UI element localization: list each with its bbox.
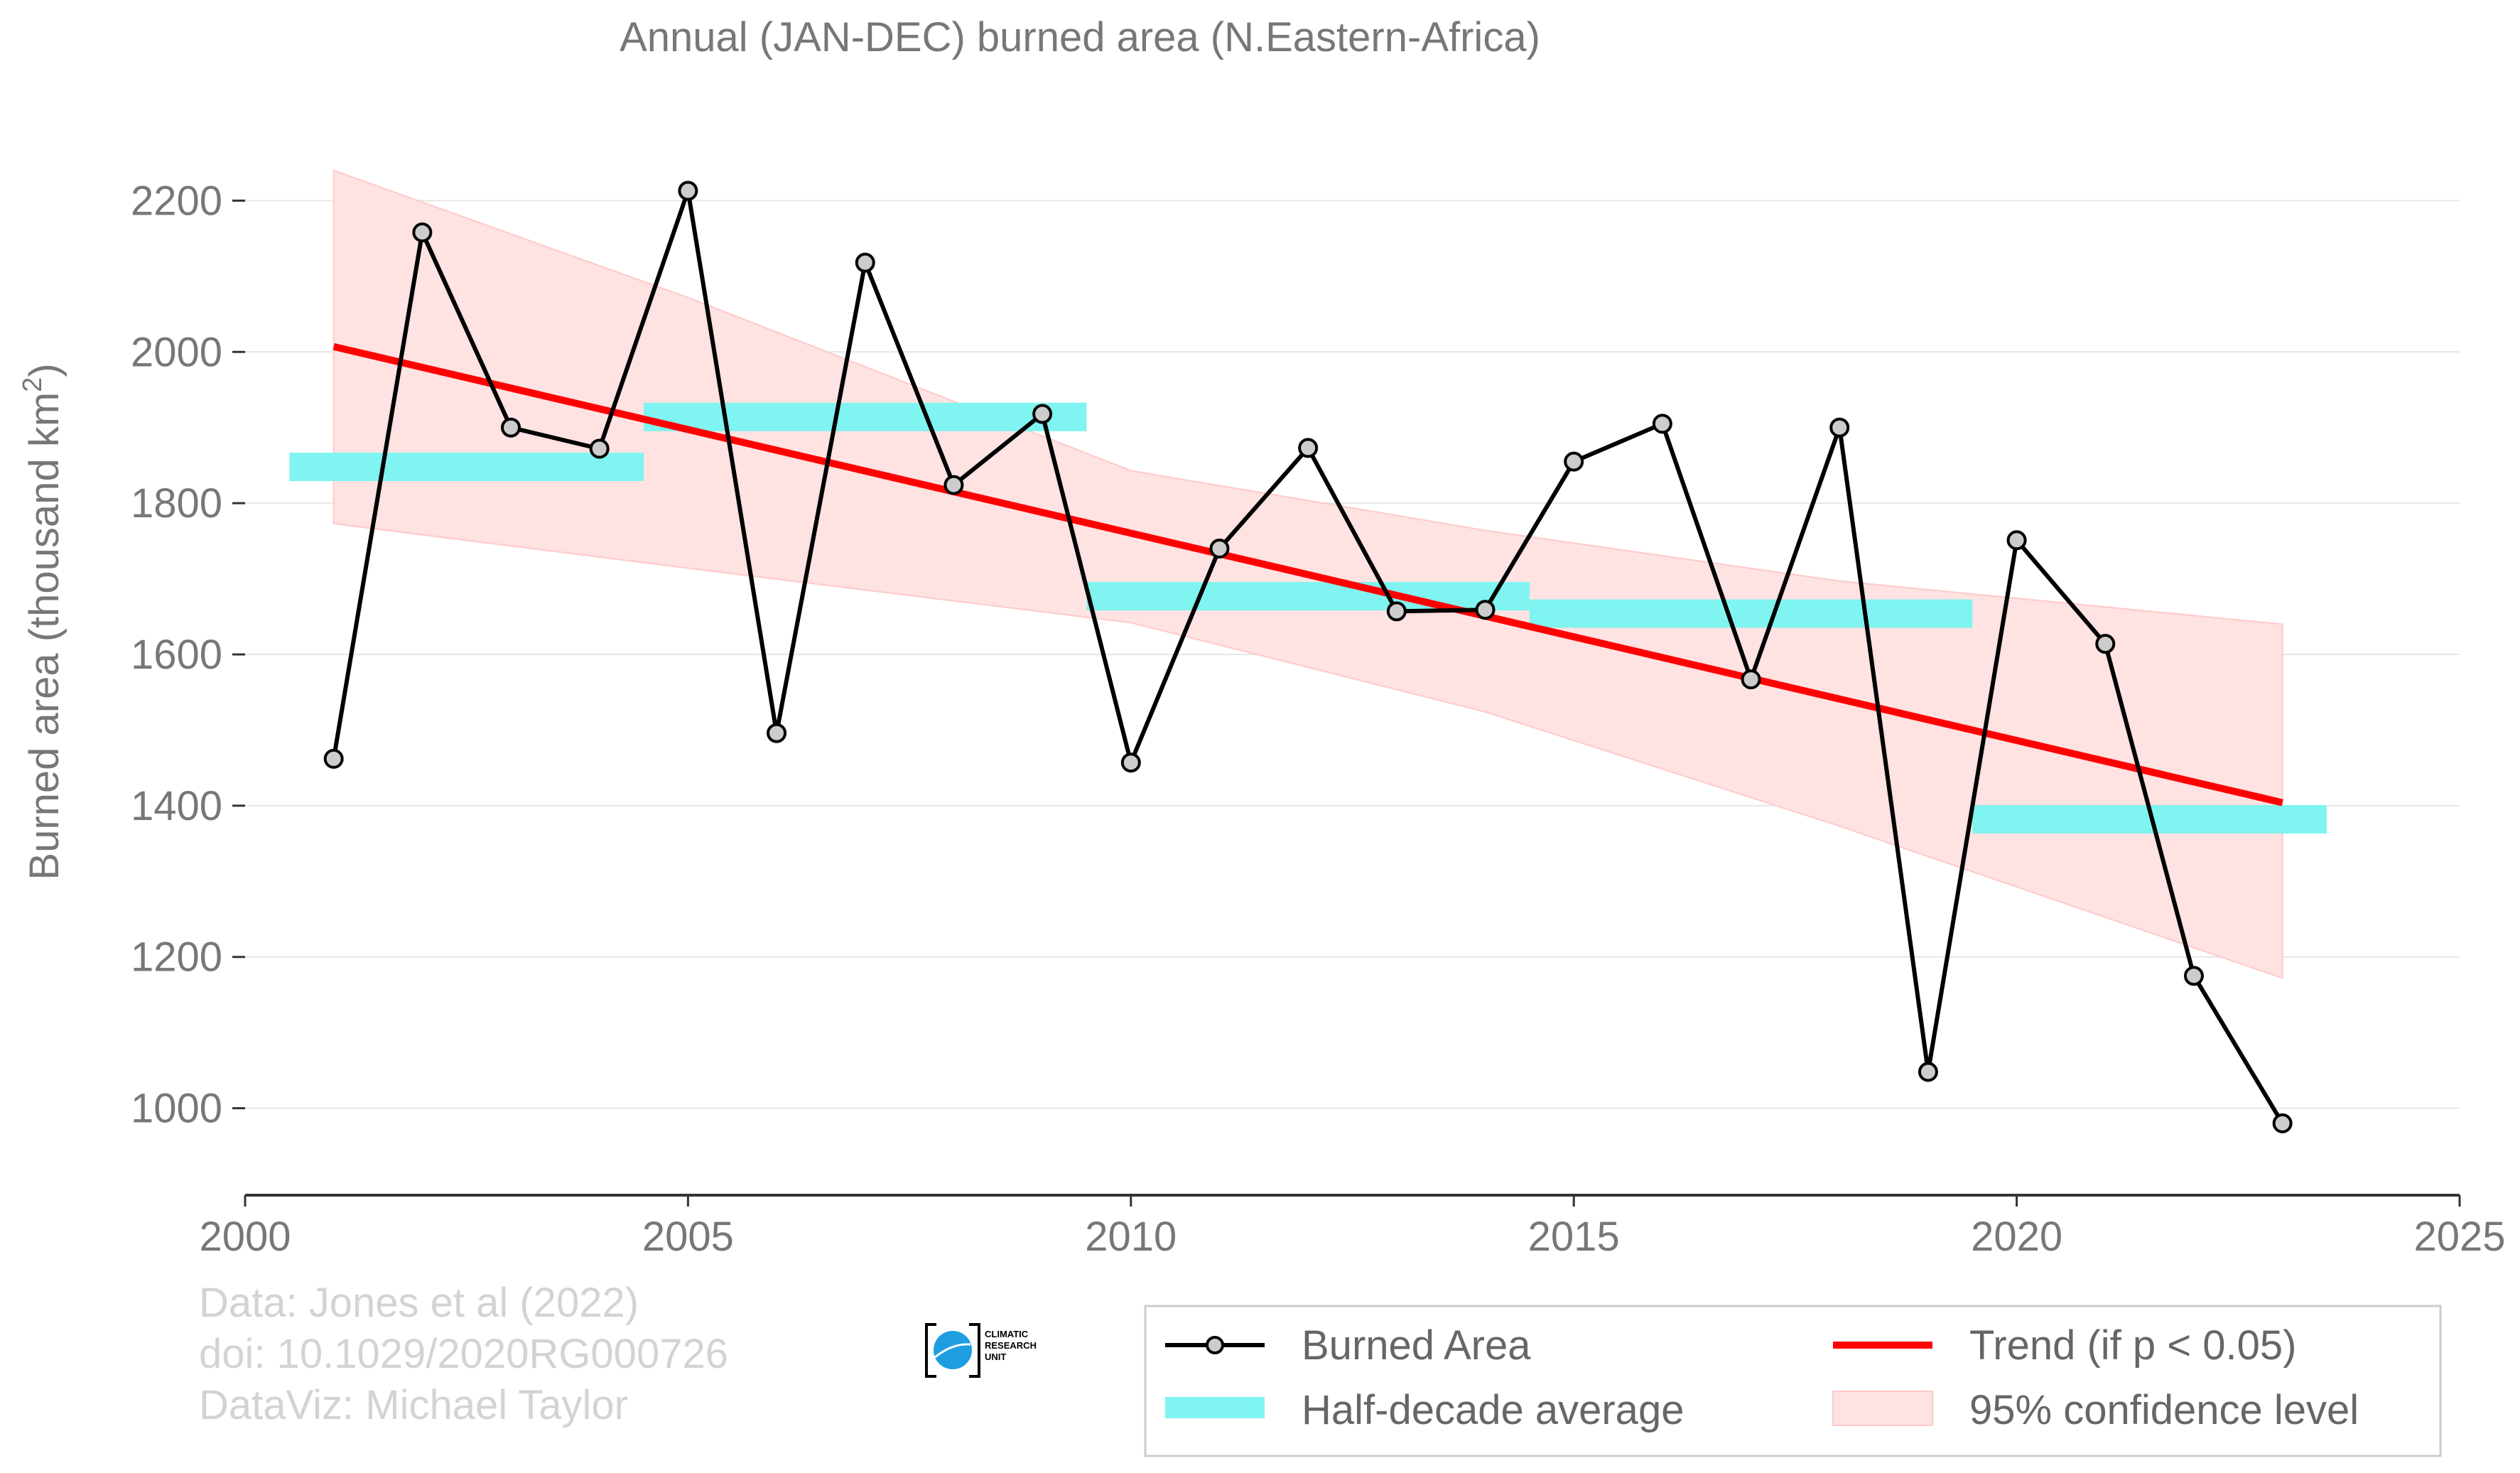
x-tick-label-2020: 2020: [1971, 1214, 2062, 1260]
logo-text-1: CLIMATIC: [985, 1329, 1029, 1339]
point-2018: [1829, 417, 1850, 438]
y-tick-label-1000: 1000: [131, 1086, 222, 1132]
y-tick-label-1600: 1600: [131, 632, 222, 678]
y-tick-label-2200: 2200: [131, 178, 222, 224]
y-axis-label-end: ): [21, 363, 67, 377]
legend-label-burned-area: Burned Area: [1302, 1322, 1531, 1369]
globe-icon: [934, 1331, 972, 1369]
x-tick-label-2005: 2005: [642, 1214, 734, 1260]
point-2023: [2272, 1113, 2293, 1133]
burned-area-series: [323, 180, 2293, 1133]
legend-swatch-confidence: [1832, 1391, 1933, 1426]
point-2010: [1120, 752, 1141, 773]
globe-swoosh: [934, 1343, 971, 1359]
point-2004: [589, 438, 610, 459]
y-tick-label-1200: 1200: [131, 934, 222, 981]
point-2012: [1298, 438, 1319, 458]
axes: 1000 1200 1400 1600 1800 2000 2200 2000 2005 2010…: [131, 178, 2506, 1260]
legend-label-trend: Trend (if p < 0.05): [1969, 1322, 2296, 1369]
point-2019: [1918, 1062, 1938, 1082]
x-tick-label-2025: 2025: [2413, 1214, 2505, 1260]
x-tick-label-2000: 2000: [199, 1214, 291, 1260]
credit-dataviz: DataViz: Michael Taylor: [199, 1382, 628, 1428]
legend-marker-burned-area: [1206, 1336, 1224, 1354]
point-2011: [1209, 538, 1230, 559]
trend-line-path: [332, 342, 2283, 806]
y-tick-label-2000: 2000: [131, 329, 222, 375]
y-axis-label-main: Burned area (thousand km: [21, 392, 67, 880]
chart-title: Annual (JAN-DEC) burned area (N.Eastern-…: [620, 14, 1540, 60]
y-axis-label-sup: 2: [18, 377, 48, 392]
point-2002: [412, 222, 433, 243]
legend-label-half-decade: Half-decade average: [1302, 1387, 1684, 1433]
y-axis-label: Burned area (thousand km2): [18, 363, 67, 880]
half-decade-bar-1: [289, 453, 644, 482]
point-2013: [1386, 601, 1407, 622]
x-tick-label-2015: 2015: [1528, 1214, 1620, 1260]
half-decade-bars: [289, 402, 2327, 834]
legend: Burned Area Trend (if p < 0.05) Half-dec…: [1144, 1305, 2442, 1457]
credit-doi: doi: 10.1029/2020RG000726: [199, 1331, 728, 1377]
point-2001: [323, 748, 344, 769]
y-tick-label-1400: 1400: [131, 783, 222, 829]
credits: Data: Jones et al (2022) doi: 10.1029/20…: [199, 1280, 728, 1428]
legend-label-confidence: 95% confidence level: [1969, 1387, 2359, 1433]
x-tick-label-2010: 2010: [1085, 1214, 1177, 1260]
cru-logo: CLIMATIC RESEARCH UNIT: [925, 1323, 1037, 1378]
point-2005: [678, 180, 698, 201]
point-2016: [1652, 414, 1672, 434]
legend-swatch-half-decade: [1165, 1397, 1265, 1418]
point-2021: [2095, 634, 2116, 654]
y-tick-label-1800: 1800: [131, 480, 222, 527]
point-2007: [855, 252, 875, 273]
point-2015: [1564, 451, 1584, 472]
point-2022: [2183, 966, 2204, 986]
half-decade-bar-3: [1086, 582, 1530, 611]
logo-text-2: RESEARCH: [985, 1340, 1037, 1351]
logo-text-3: UNIT: [985, 1351, 1006, 1362]
point-2003: [501, 417, 521, 438]
point-2014: [1475, 600, 1496, 620]
trend-line: [332, 342, 2283, 806]
point-2008: [943, 475, 964, 495]
half-decade-bar-4: [1529, 599, 1973, 628]
point-2009: [1032, 404, 1053, 424]
logo-bracket-right: [969, 1323, 980, 1378]
point-2020: [2006, 530, 2027, 551]
logo-bracket-left: [925, 1323, 936, 1378]
legend-box: [1144, 1305, 2442, 1457]
point-2006: [767, 723, 787, 743]
half-decade-bar-2: [644, 402, 1087, 431]
point-2017: [1741, 669, 1761, 690]
credit-data: Data: Jones et al (2022): [199, 1280, 639, 1326]
